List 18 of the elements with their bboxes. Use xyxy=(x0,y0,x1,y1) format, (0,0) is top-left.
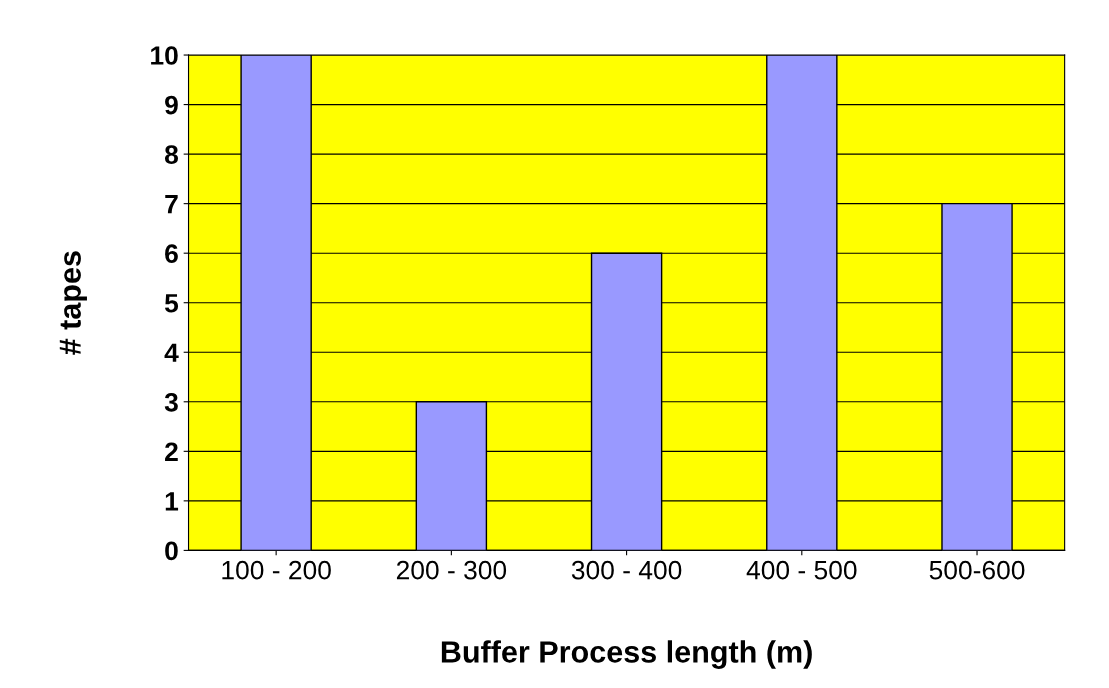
y-tick-label: 5 xyxy=(164,294,179,313)
x-tick-label: 100 - 200 xyxy=(222,560,331,580)
y-axis-title: # tapes xyxy=(59,251,87,355)
y-tick-label: 6 xyxy=(165,244,178,264)
x-tick-label: 300 - 400 xyxy=(571,560,682,580)
x-tick-label: 400 - 500 xyxy=(746,560,857,580)
y-tick-label: 9 xyxy=(165,95,178,115)
y-tick-label: 1 xyxy=(165,492,179,511)
y-tick-label: 3 xyxy=(164,392,178,412)
x-axis-title: Buffer Process length (m) xyxy=(441,640,812,669)
y-tick-label: 10 xyxy=(151,46,178,65)
y-tick-label: 8 xyxy=(164,145,178,164)
y-tick-label: 4 xyxy=(164,343,179,362)
y-tick-label: 7 xyxy=(165,195,178,214)
y-tick-label: 2 xyxy=(165,442,178,461)
x-tick-label: 500-600 xyxy=(929,560,1025,580)
y-tick-label: 0 xyxy=(165,541,178,561)
x-tick-label: 200 - 300 xyxy=(396,560,507,580)
